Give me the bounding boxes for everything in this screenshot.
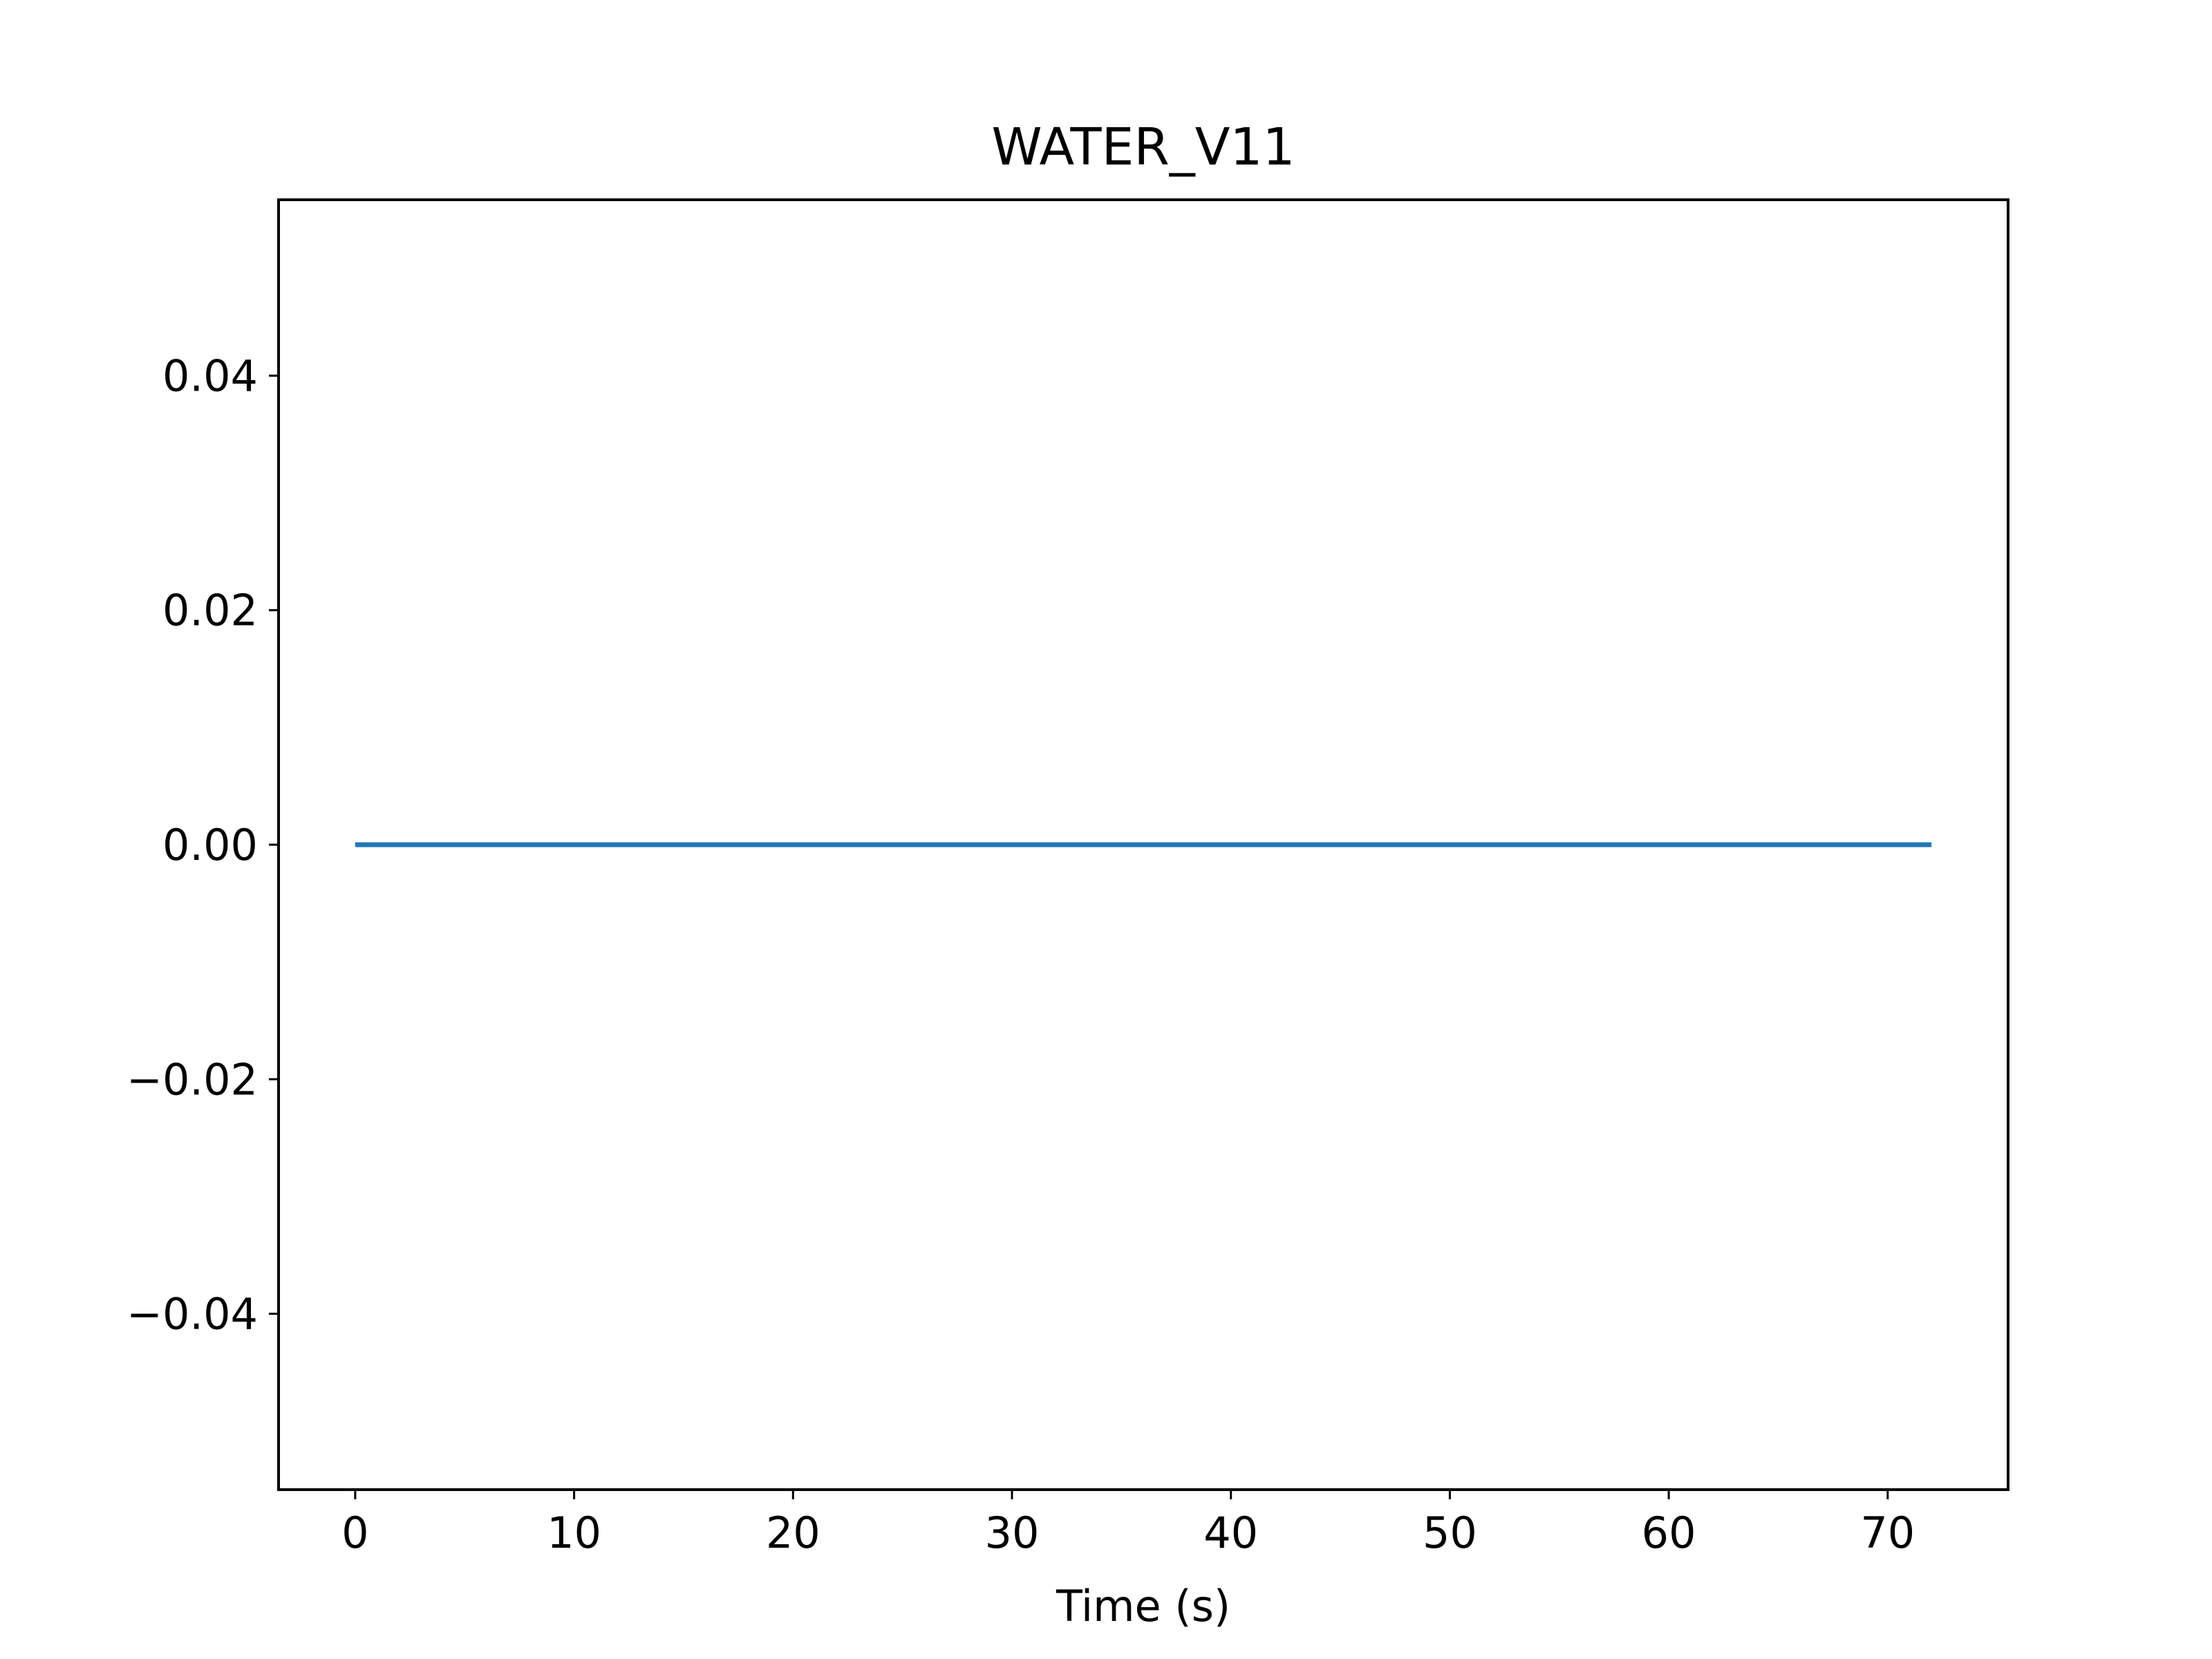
- y-tick-label: −0.04: [126, 1289, 258, 1340]
- x-axis-ticks: 0 10 20 30 40 50 60 70: [341, 1490, 1915, 1558]
- chart-title: WATER_V11: [991, 118, 1295, 177]
- x-tick-label: 50: [1423, 1508, 1477, 1558]
- x-tick-label: 20: [766, 1508, 821, 1558]
- x-tick-label: 30: [985, 1508, 1040, 1558]
- y-tick-label: 0.00: [162, 820, 258, 870]
- x-tick-label: 10: [547, 1508, 601, 1558]
- y-tick-label: 0.02: [162, 585, 258, 636]
- x-tick-label: 70: [1860, 1508, 1915, 1558]
- y-tick-label: −0.02: [126, 1054, 258, 1105]
- x-tick-label: 60: [1642, 1508, 1696, 1558]
- x-axis-label: Time (s): [1056, 1581, 1230, 1631]
- x-tick-label: 40: [1203, 1508, 1258, 1558]
- y-axis-ticks: 0.04 0.02 0.00 −0.02 −0.04: [126, 350, 279, 1340]
- y-tick-label: 0.04: [162, 350, 258, 401]
- plot-area-frame: [277, 198, 2009, 1491]
- x-tick-label: 0: [341, 1508, 368, 1558]
